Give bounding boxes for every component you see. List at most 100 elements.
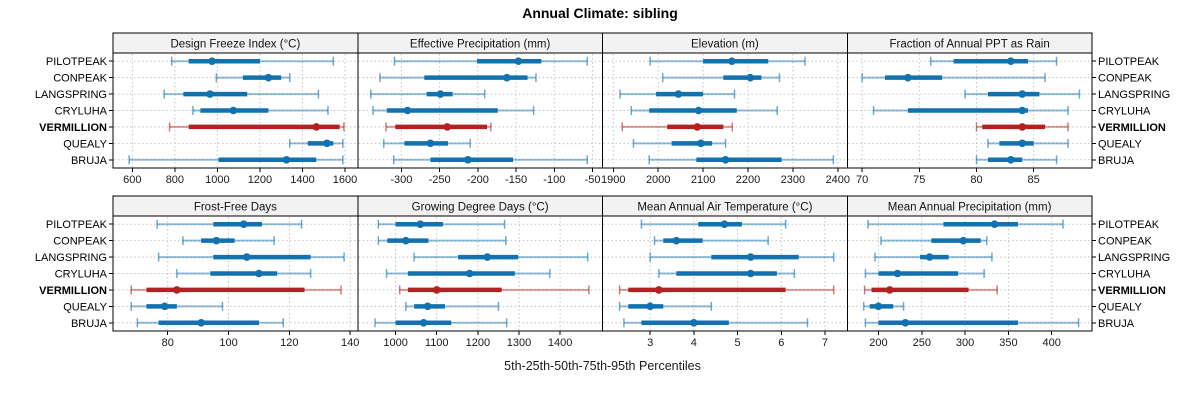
interval-pilotpeak bbox=[929, 56, 1058, 66]
median-dot bbox=[323, 139, 331, 148]
site-label-quealy: QUEALY bbox=[1098, 138, 1142, 150]
x-axis-tick-label: 1000 bbox=[383, 337, 407, 349]
interval-quealy bbox=[383, 138, 471, 148]
interval-conpeak bbox=[653, 236, 769, 246]
interval-quealy bbox=[862, 301, 905, 311]
x-axis-tick-label: 1400 bbox=[548, 337, 572, 349]
x-axis-tick-label: 140 bbox=[341, 337, 359, 349]
interval-vermillion bbox=[618, 285, 835, 295]
median-dot bbox=[436, 90, 445, 98]
site-label-pilotpeak: PILOTPEAK bbox=[46, 56, 108, 68]
interval-conpeak bbox=[880, 236, 988, 246]
x-axis-tick-label: 120 bbox=[280, 337, 298, 349]
x-axis-tick-label: 1000 bbox=[205, 174, 229, 186]
x-axis-tick-label: 80 bbox=[162, 337, 174, 349]
site-label-langspring: LANGSPRING bbox=[1098, 89, 1170, 101]
x-axis-tick-label: 75 bbox=[913, 174, 925, 186]
x-axis-tick-label: 2000 bbox=[646, 174, 670, 186]
x-axis-tick-label: 2200 bbox=[736, 174, 760, 186]
interval-cryluha bbox=[872, 106, 1069, 115]
median-dot bbox=[693, 123, 702, 131]
interval-langspring bbox=[649, 252, 835, 262]
interval-pilotpeak bbox=[377, 219, 506, 229]
x-axis-tick-label: 1300 bbox=[507, 337, 531, 349]
interval-vermillion bbox=[863, 285, 998, 295]
median-dot bbox=[1018, 106, 1027, 115]
interval-cryluha bbox=[864, 269, 985, 278]
chart-title: Annual Climate: sibling bbox=[522, 5, 678, 21]
interval-quealy bbox=[632, 138, 727, 148]
x-axis-tick-label: 1400 bbox=[290, 174, 314, 186]
median-dot bbox=[208, 57, 216, 66]
site-label-quealy: QUEALY bbox=[63, 138, 107, 150]
median-dot bbox=[694, 106, 703, 115]
site-label-langspring: LANGSPRING bbox=[35, 252, 107, 264]
x-axis-tick-label: 400 bbox=[1043, 337, 1061, 349]
interval-cryluha bbox=[630, 106, 778, 115]
x-axis-tick-label: -100 bbox=[543, 174, 565, 186]
x-axis-tick-label: 6 bbox=[778, 337, 784, 349]
panel-growing-degree-days-c-: Growing Degree Days (°C) 1000 1100 1200 1300… bbox=[357, 195, 603, 349]
x-axis-tick-label: 1900 bbox=[601, 174, 625, 186]
site-label-quealy: QUEALY bbox=[1098, 301, 1142, 313]
interval-quealy bbox=[288, 138, 344, 148]
x-axis-tick-label: -200 bbox=[467, 174, 489, 186]
interval-pilotpeak bbox=[170, 56, 335, 66]
median-dot bbox=[901, 318, 910, 327]
panel-title: Effective Precipitation (mm) bbox=[410, 39, 551, 51]
median-dot bbox=[1006, 57, 1015, 66]
median-dot bbox=[312, 123, 321, 131]
median-dot bbox=[728, 57, 736, 66]
interval-vermillion bbox=[168, 122, 345, 132]
median-dot bbox=[697, 139, 705, 148]
site-label-vermillion: VERMILLION bbox=[39, 285, 107, 297]
x-axis-tick-label: -50 bbox=[585, 174, 601, 186]
interval-langspring bbox=[619, 89, 736, 99]
site-label-conpeak: CONPEAK bbox=[53, 236, 107, 248]
site-label-bruja: BRUJA bbox=[1098, 155, 1135, 167]
site-label-pilotpeak: PILOTPEAK bbox=[1098, 56, 1160, 68]
x-axis-tick-label: 3 bbox=[647, 337, 653, 349]
x-axis-tick-label: 350 bbox=[999, 337, 1017, 349]
median-dot bbox=[464, 155, 472, 164]
site-label-cryluha: CRYLUHA bbox=[1098, 269, 1151, 281]
median-dot bbox=[746, 73, 755, 82]
site-label-langspring: LANGSPRING bbox=[35, 89, 107, 101]
interval-langspring bbox=[964, 89, 1081, 99]
interval-bruja bbox=[374, 318, 508, 328]
interval-bruja bbox=[392, 155, 588, 165]
x-axis-tick-label: 1200 bbox=[466, 337, 490, 349]
interval-bruja bbox=[975, 155, 1058, 165]
site-label-cryluha: CRYLUHA bbox=[55, 269, 108, 281]
median-dot bbox=[674, 90, 683, 98]
median-dot bbox=[197, 318, 205, 327]
median-dot bbox=[465, 269, 474, 278]
median-dot bbox=[1018, 123, 1027, 131]
interval-bruja bbox=[128, 155, 344, 165]
interval-bruja bbox=[623, 318, 809, 328]
interval-vermillion bbox=[621, 122, 734, 132]
interval-pilotpeak bbox=[393, 56, 588, 66]
median-dot bbox=[282, 155, 291, 164]
site-label-quealy: QUEALY bbox=[63, 301, 107, 313]
interval-quealy bbox=[987, 138, 1069, 148]
interval-langspring bbox=[874, 252, 993, 262]
site-label-vermillion: VERMILLION bbox=[39, 122, 107, 134]
site-label-conpeak: CONPEAK bbox=[1098, 73, 1152, 85]
x-axis-tick-label: 1200 bbox=[248, 174, 272, 186]
site-label-langspring: LANGSPRING bbox=[1098, 252, 1170, 264]
interval-pilotpeak bbox=[640, 219, 787, 229]
median-dot bbox=[423, 302, 432, 311]
site-label-conpeak: CONPEAK bbox=[1098, 236, 1152, 248]
x-axis-tick-label: 300 bbox=[956, 337, 974, 349]
median-dot bbox=[255, 269, 263, 278]
median-dot bbox=[904, 73, 912, 82]
panel-title: Elevation (m) bbox=[691, 39, 759, 51]
median-dot bbox=[925, 253, 934, 261]
interval-cryluha bbox=[372, 106, 535, 115]
median-dot bbox=[426, 139, 435, 148]
interval-cryluha bbox=[192, 106, 329, 115]
median-dot bbox=[212, 236, 221, 245]
median-dot bbox=[229, 106, 238, 115]
